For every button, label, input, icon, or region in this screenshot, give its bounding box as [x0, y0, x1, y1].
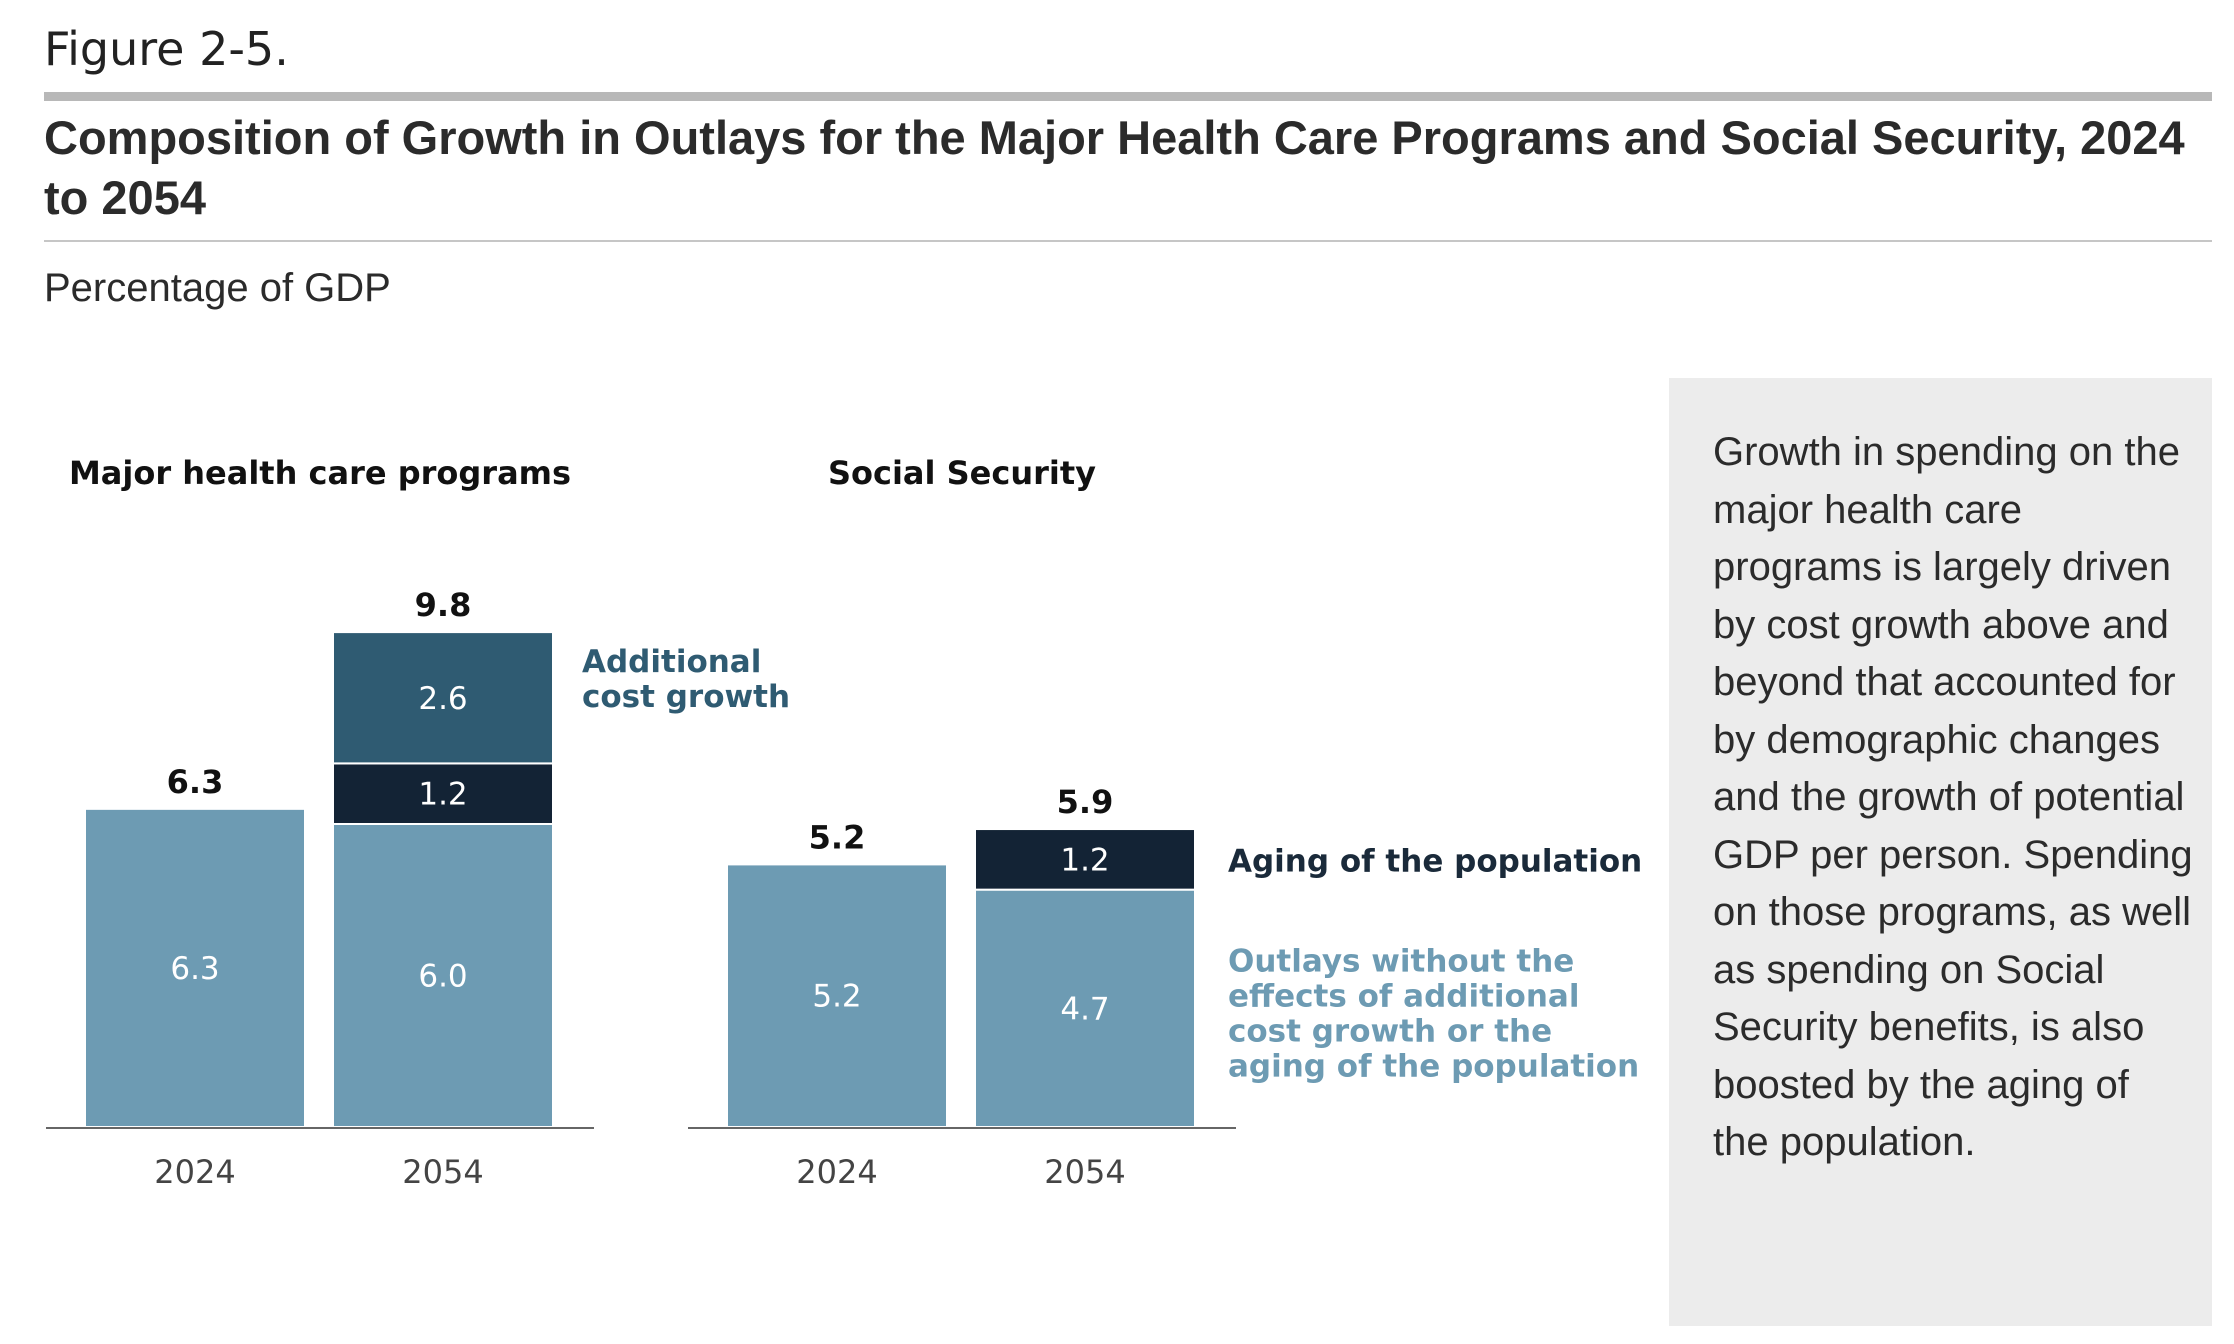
major-health-care-programs-bar-2024-outlays: [84, 807, 306, 1128]
major-health-care-programs-series-label-additional-line-1: Additional: [582, 644, 761, 680]
chart-title: Composition of Growth in Outlays for the…: [44, 111, 2185, 224]
social-security-series-label-outlays-line-3: cost growth or the: [1228, 1014, 1552, 1050]
social-security-bar-2054-outlays: [974, 888, 1196, 1129]
note-panel: Growth in spending on the major health c…: [1669, 378, 2212, 1326]
social-security-bar-2054-aging: [974, 828, 1196, 891]
title-rule-thick: [44, 92, 2212, 101]
stacked-bar-charts: Major health care programs 6.3 6.3 2024 6.0 1…: [46, 454, 1642, 1191]
social-security-total-label-2024: 5.2: [809, 818, 866, 856]
social-security-tick-label-2054: 2054: [1044, 1153, 1125, 1191]
major-health-care-programs-value-label-2054-aging: 1.2: [418, 777, 467, 813]
figure-label: Figure 2-5.: [44, 22, 289, 76]
social-security-value-label-2054-outlays: 4.7: [1060, 991, 1109, 1027]
major-health-care-programs-bar-2054-aging: [332, 762, 554, 826]
social-security-bar-2024-outlays: [726, 863, 948, 1129]
note-text: Growth in spending on the major health c…: [1713, 430, 2193, 1164]
major-health-care-programs-panel-title: Major health care programs: [69, 454, 571, 492]
social-security-series-label-aging-line-1: Aging of the population: [1228, 843, 1642, 879]
major-health-care-programs-value-label-2054-outlays: 6.0: [418, 959, 467, 995]
title-rule-thin: [44, 240, 2212, 242]
major-health-care-programs-bar-2054-additional: [332, 631, 554, 765]
social-security-value-label-2024-outlays: 5.2: [812, 979, 861, 1015]
social-security-series-label-outlays-line-4: aging of the population: [1228, 1049, 1639, 1085]
social-security-series-label-outlays-line-2: effects of additional: [1228, 979, 1579, 1015]
social-security-value-label-2054-aging: 1.2: [1060, 842, 1109, 878]
major-health-care-programs-tick-label-2054: 2054: [402, 1153, 483, 1191]
major-health-care-programs-value-label-2054-additional: 2.6: [418, 681, 467, 717]
major-health-care-programs-value-label-2024-outlays: 6.3: [170, 951, 219, 987]
major-health-care-programs-series-label-additional-line-2: cost growth: [582, 679, 790, 715]
social-security-series-label-outlays-line-1: Outlays without the: [1228, 944, 1574, 980]
social-security-panel-title: Social Security: [828, 454, 1096, 492]
y-units-label: Percentage of GDP: [44, 266, 391, 310]
major-health-care-programs-total-label-2024: 6.3: [167, 763, 224, 801]
social-security-tick-label-2024: 2024: [796, 1153, 877, 1191]
social-security-total-label-2054: 5.9: [1057, 783, 1114, 821]
major-health-care-programs-tick-label-2024: 2024: [154, 1153, 235, 1191]
major-health-care-programs-total-label-2054: 9.8: [415, 586, 472, 624]
major-health-care-programs-bar-2054-outlays: [332, 823, 554, 1128]
